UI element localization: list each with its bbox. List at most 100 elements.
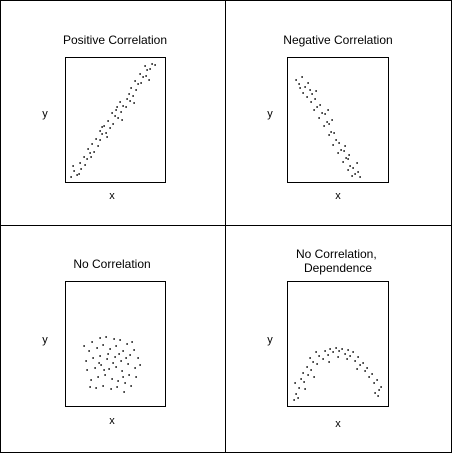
- data-point: [139, 73, 141, 75]
- data-point: [368, 376, 370, 378]
- data-point: [332, 144, 334, 146]
- data-point: [132, 95, 134, 97]
- data-point: [130, 385, 132, 387]
- data-point: [298, 387, 300, 389]
- data-point: [135, 89, 137, 91]
- data-point: [103, 369, 105, 371]
- data-point: [122, 105, 124, 107]
- data-point: [148, 79, 150, 81]
- data-point: [86, 369, 88, 371]
- data-point: [115, 366, 117, 368]
- data-point: [119, 101, 121, 103]
- data-point: [315, 90, 317, 92]
- data-point: [120, 360, 122, 362]
- data-point: [131, 341, 133, 343]
- panel-negative-correlation: Negative Correlation x y: [267, 33, 392, 202]
- data-point: [126, 98, 128, 100]
- data-point: [83, 345, 85, 347]
- data-point: [90, 156, 92, 158]
- data-point: [92, 357, 94, 359]
- data-point: [103, 125, 105, 127]
- data-point: [134, 367, 136, 369]
- data-point: [307, 82, 309, 84]
- data-point: [322, 358, 324, 360]
- data-point: [344, 145, 346, 147]
- data-point: [356, 368, 358, 370]
- data-point: [318, 117, 320, 119]
- data-point: [351, 175, 353, 177]
- data-point: [302, 372, 304, 374]
- y-axis-label: y: [42, 334, 48, 346]
- data-point: [112, 123, 114, 125]
- data-point: [376, 379, 378, 381]
- data-point: [310, 369, 312, 371]
- data-point: [333, 132, 335, 134]
- plot-frame: [65, 57, 166, 183]
- data-point: [352, 167, 354, 169]
- data-point: [302, 92, 304, 94]
- plot-frame: [287, 281, 389, 407]
- data-point: [85, 360, 87, 362]
- data-point: [151, 63, 153, 65]
- data-point: [94, 367, 96, 369]
- data-point: [313, 109, 315, 111]
- data-point: [99, 139, 101, 141]
- y-axis-label: y: [267, 334, 273, 346]
- data-point: [123, 391, 125, 393]
- data-point: [73, 170, 75, 172]
- data-point: [309, 89, 311, 91]
- data-point: [337, 152, 339, 154]
- data-point: [137, 83, 139, 85]
- data-point: [106, 358, 108, 360]
- data-point: [348, 154, 350, 156]
- data-point: [337, 356, 339, 358]
- data-point: [122, 350, 124, 352]
- data-point: [88, 350, 90, 352]
- panel-title: No Correlation: [73, 257, 150, 271]
- data-point: [328, 123, 330, 125]
- y-axis-label: y: [42, 108, 48, 120]
- data-point: [114, 115, 116, 117]
- data-point: [306, 96, 308, 98]
- data-point: [309, 357, 311, 359]
- data-point: [104, 374, 106, 376]
- data-point: [93, 151, 95, 153]
- data-point: [91, 143, 93, 145]
- data-point: [137, 357, 139, 359]
- data-point: [347, 169, 349, 171]
- data-point: [117, 380, 119, 382]
- data-point: [101, 133, 103, 135]
- data-point: [344, 353, 346, 355]
- panel-title: Negative Correlation: [283, 33, 392, 47]
- data-point: [366, 367, 368, 369]
- data-point: [306, 366, 308, 368]
- data-point: [318, 355, 320, 357]
- data-point: [315, 351, 317, 353]
- data-point: [326, 121, 328, 123]
- data-point: [98, 362, 100, 364]
- data-point: [154, 64, 156, 66]
- data-point: [89, 386, 91, 388]
- data-point: [359, 176, 361, 178]
- data-point: [304, 86, 306, 88]
- data-point: [130, 87, 132, 89]
- data-point: [113, 338, 115, 340]
- data-point: [76, 174, 78, 176]
- data-point: [354, 360, 356, 362]
- data-point: [142, 76, 144, 78]
- data-point: [149, 68, 151, 70]
- panel-no-correlation: No Correlation x y: [42, 257, 166, 427]
- data-point: [72, 165, 74, 167]
- data-point: [115, 109, 117, 111]
- x-axis-label: x: [109, 415, 115, 427]
- data-point: [347, 349, 349, 351]
- data-point: [343, 150, 345, 152]
- data-point: [127, 363, 129, 365]
- data-point: [106, 136, 108, 138]
- data-point: [300, 378, 302, 380]
- data-point: [134, 80, 136, 82]
- data-point: [125, 357, 127, 359]
- data-point: [371, 373, 373, 375]
- data-point: [321, 112, 323, 114]
- data-point: [111, 378, 113, 380]
